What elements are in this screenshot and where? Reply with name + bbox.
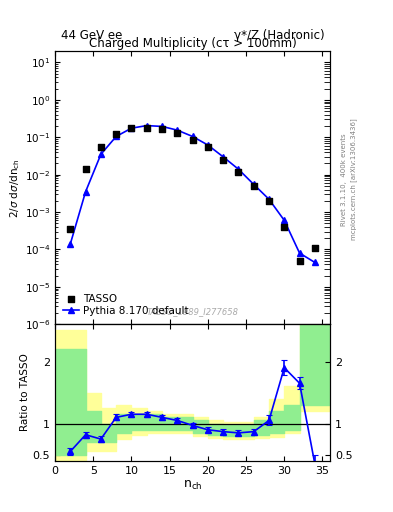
- Pythia 8.170 default: [68, 241, 73, 247]
- TASSO: [312, 244, 318, 252]
- Text: 44 GeV ee: 44 GeV ee: [61, 29, 122, 41]
- TASSO: [266, 197, 272, 205]
- Pythia 8.170 default: [99, 151, 103, 157]
- Pythia 8.170 default: [83, 188, 88, 195]
- TASSO: [67, 225, 73, 233]
- Pythia 8.170 default: [160, 123, 164, 130]
- Y-axis label: 2/$\sigma$ d$\sigma$/dn$_\mathsf{ch}$: 2/$\sigma$ d$\sigma$/dn$_\mathsf{ch}$: [8, 158, 22, 218]
- TASSO: [281, 223, 287, 231]
- TASSO: [159, 125, 165, 133]
- TASSO: [174, 129, 180, 137]
- Pythia 8.170 default: [144, 122, 149, 129]
- Pythia 8.170 default: [129, 125, 134, 131]
- TASSO: [205, 143, 211, 151]
- Pythia 8.170 default: [312, 260, 317, 266]
- Pythia 8.170 default: [221, 154, 226, 160]
- Pythia 8.170 default: [175, 127, 180, 133]
- Text: γ*/Z (Hadronic): γ*/Z (Hadronic): [234, 29, 325, 41]
- TASSO: [251, 182, 257, 190]
- Pythia 8.170 default: [266, 196, 271, 202]
- TASSO: [83, 165, 89, 173]
- TASSO: [128, 124, 134, 132]
- TASSO: [98, 143, 104, 151]
- Pythia 8.170 default: [252, 181, 256, 187]
- TASSO: [235, 167, 242, 176]
- X-axis label: n$_\mathsf{ch}$: n$_\mathsf{ch}$: [183, 478, 202, 492]
- Pythia 8.170 default: [282, 217, 286, 223]
- Pythia 8.170 default: [190, 134, 195, 140]
- TASSO: [189, 136, 196, 144]
- Title: Charged Multiplicity (cτ > 100mm): Charged Multiplicity (cτ > 100mm): [89, 37, 296, 50]
- Text: Rivet 3.1.10,  400k events: Rivet 3.1.10, 400k events: [341, 133, 347, 225]
- Legend: TASSO, Pythia 8.170 default: TASSO, Pythia 8.170 default: [60, 291, 192, 319]
- Pythia 8.170 default: [236, 166, 241, 172]
- TASSO: [113, 130, 119, 138]
- Pythia 8.170 default: [297, 250, 302, 256]
- Line: Pythia 8.170 default: Pythia 8.170 default: [68, 123, 318, 265]
- Y-axis label: Ratio to TASSO: Ratio to TASSO: [20, 354, 30, 432]
- Pythia 8.170 default: [114, 134, 119, 140]
- Text: mcplots.cern.ch [arXiv:1306.3436]: mcplots.cern.ch [arXiv:1306.3436]: [350, 118, 357, 240]
- TASSO: [143, 123, 150, 132]
- Pythia 8.170 default: [206, 142, 210, 148]
- TASSO: [220, 156, 226, 164]
- Text: TASSO_1989_I277658: TASSO_1989_I277658: [147, 307, 239, 316]
- TASSO: [296, 257, 303, 265]
